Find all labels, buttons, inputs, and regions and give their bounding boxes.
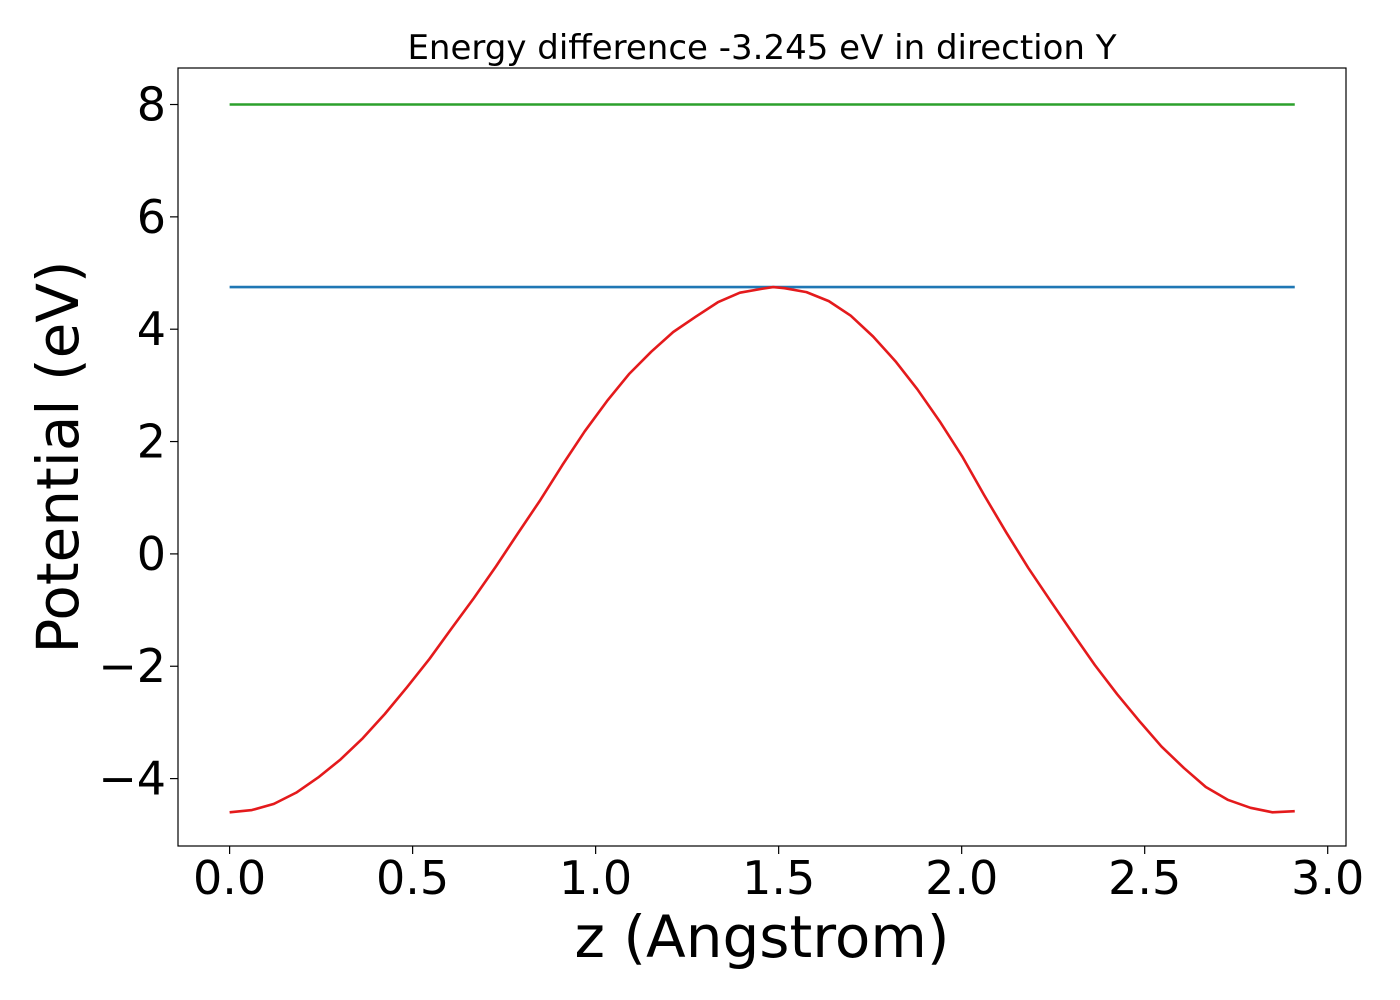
- y-tick-label: −2: [98, 639, 166, 693]
- y-tick-label: 6: [137, 190, 166, 244]
- y-axis: −4 −2 0 2 4 6 8: [98, 78, 178, 806]
- x-tick-label: 0.0: [193, 851, 266, 905]
- x-tick-label: 1.5: [742, 851, 815, 905]
- x-axis: 0.0 0.5 1.0 1.5 2.0 2.5 3.0: [193, 846, 1364, 905]
- chart-title: Energy difference -3.245 eV in direction…: [407, 28, 1116, 68]
- x-tick-label: 2.5: [1108, 851, 1181, 905]
- x-tick-label: 0.5: [376, 851, 449, 905]
- series-line-3: [229, 285, 1295, 814]
- x-axis-label: z (Angstrom): [575, 903, 950, 971]
- y-tick-label: 4: [137, 302, 166, 356]
- x-tick-label: 2.0: [925, 851, 998, 905]
- plot-frame: [177, 67, 1347, 847]
- x-tick-label: 1.0: [559, 851, 632, 905]
- y-tick-label: 2: [137, 415, 166, 469]
- y-axis-label: Potential (eV): [24, 260, 92, 653]
- x-tick-label: 3.0: [1291, 851, 1364, 905]
- series-layer: [229, 103, 1295, 814]
- y-tick-label: −4: [98, 752, 166, 806]
- y-tick-label: 0: [137, 527, 166, 581]
- y-tick-label: 8: [137, 78, 166, 132]
